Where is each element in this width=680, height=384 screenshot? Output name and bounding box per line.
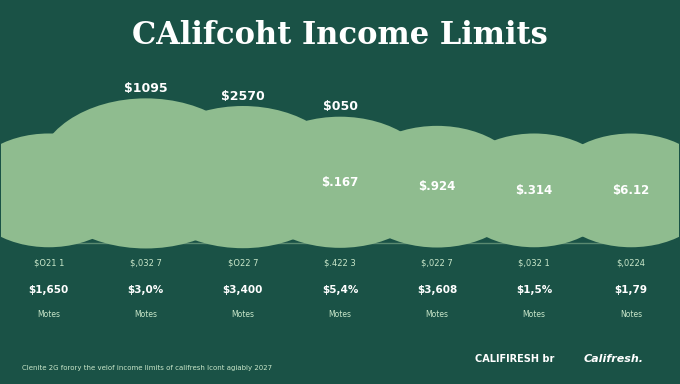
Text: $1,5%: $1,5% <box>516 285 552 295</box>
Text: Califresh.: Califresh. <box>584 354 644 364</box>
Text: $3,608: $3,608 <box>417 285 457 295</box>
Text: Motes: Motes <box>523 310 545 319</box>
Ellipse shape <box>451 134 617 247</box>
Text: $6.12: $6.12 <box>613 184 650 197</box>
Ellipse shape <box>36 98 256 248</box>
Text: $,032 1: $,032 1 <box>518 259 550 268</box>
Text: $O22 7: $O22 7 <box>228 259 258 268</box>
Ellipse shape <box>348 126 526 248</box>
Text: $5,4%: $5,4% <box>322 285 358 295</box>
Text: $3,400: $3,400 <box>223 285 263 295</box>
Text: $,032 7: $,032 7 <box>130 259 162 268</box>
Text: Clenite 2G forory the velof income limits of califresh lcont agiably 2027: Clenite 2G forory the velof income limit… <box>22 365 272 371</box>
Text: $,0224: $,0224 <box>617 259 646 268</box>
Text: Motes: Motes <box>37 310 61 319</box>
Text: CAlifcoht Income Limits: CAlifcoht Income Limits <box>132 20 548 51</box>
Text: Motes: Motes <box>135 310 157 319</box>
Text: $3,0%: $3,0% <box>128 285 164 295</box>
Text: $.924: $.924 <box>418 180 456 193</box>
Text: Motes: Motes <box>328 310 352 319</box>
Text: $1,79: $1,79 <box>615 285 648 295</box>
Text: Motes: Motes <box>426 310 449 319</box>
Text: Notes: Notes <box>620 310 643 319</box>
Text: $2570: $2570 <box>221 89 265 103</box>
Text: Motes: Motes <box>231 310 254 319</box>
Text: $,022 7: $,022 7 <box>421 259 453 268</box>
Text: $1,650: $1,650 <box>29 285 69 295</box>
Ellipse shape <box>548 134 680 247</box>
Text: $050: $050 <box>322 101 358 114</box>
Ellipse shape <box>0 134 132 247</box>
Ellipse shape <box>139 106 347 248</box>
Text: $.422 3: $.422 3 <box>324 259 356 268</box>
Text: $.167: $.167 <box>322 176 358 189</box>
Text: CALIFIRESH br: CALIFIRESH br <box>475 354 555 364</box>
Text: $O21 1: $O21 1 <box>33 259 64 268</box>
Text: $.314: $.314 <box>515 184 553 197</box>
Ellipse shape <box>244 117 436 248</box>
Text: $1095: $1095 <box>124 82 168 95</box>
